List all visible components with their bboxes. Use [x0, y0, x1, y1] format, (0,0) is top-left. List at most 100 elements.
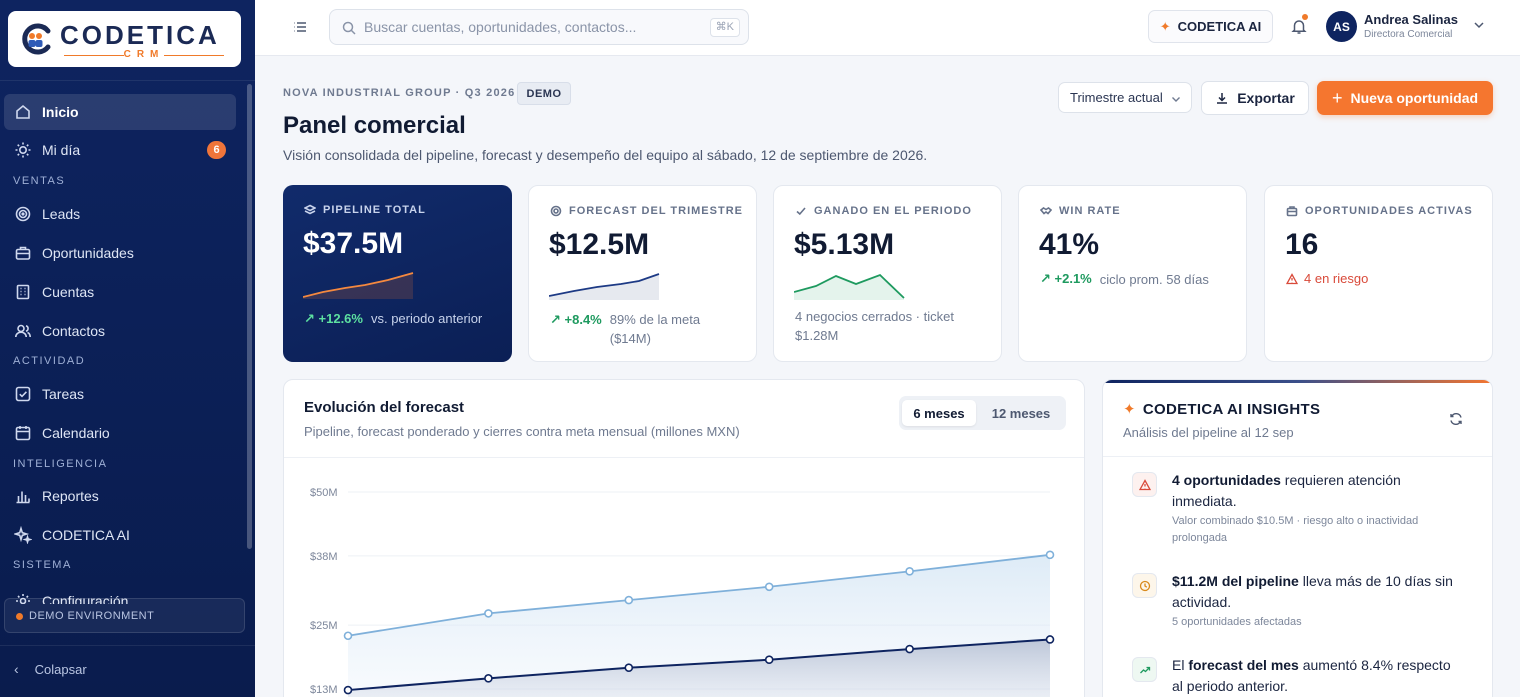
- kpi-delta: ↗ +12.6% vs. periodo anterior: [304, 309, 482, 328]
- sidebar-item-label: Tareas: [42, 386, 85, 402]
- layers-icon: [304, 204, 316, 215]
- export-label: Exportar: [1237, 90, 1295, 106]
- sidebar: CODETICA CRM Inicio Mi día 6 VENTAS Lead…: [0, 0, 255, 697]
- kpi-label-text: PIPELINE TOTAL: [323, 204, 426, 216]
- sidebar-item-label: Contactos: [42, 323, 106, 339]
- sidebar-scrollbar[interactable]: [247, 84, 252, 549]
- kpi-card-won[interactable]: GANADO EN EL PERIODO $5.13M 4 negocios c…: [773, 185, 1002, 362]
- insight-detail: Valor combinado $10.5M · riesgo alto o i…: [1172, 515, 1419, 544]
- sidebar-item-oportunidades[interactable]: Oportunidades: [4, 235, 236, 271]
- chevron-down-icon[interactable]: [1473, 19, 1485, 31]
- sidebar-item-label: Configuración: [42, 593, 129, 604]
- delta-value: +8.4%: [564, 312, 602, 327]
- section-label-sistema: SISTEMA: [13, 559, 72, 571]
- sidebar-item-label: Mi día: [42, 142, 81, 158]
- insight-rest: aumentó 8.4% respecto al periodo anterio…: [1172, 657, 1451, 694]
- kpi-label-text: OPORTUNIDADES ACTIVAS: [1305, 205, 1473, 217]
- clock-icon: [1132, 573, 1157, 598]
- kpi-delta: ↗ +8.4% 89% de la meta ($14M): [550, 310, 715, 348]
- data-point: [624, 595, 634, 605]
- refresh-icon[interactable]: [1449, 412, 1463, 426]
- period-select-value: Trimestre actual: [1070, 90, 1163, 105]
- sidebar-divider: [0, 80, 255, 81]
- user-name[interactable]: Andrea Salinas: [1364, 12, 1458, 27]
- range-6-months-button[interactable]: 6 meses: [902, 400, 976, 426]
- kpi-value: $5.13M: [794, 228, 895, 261]
- data-point: [343, 631, 353, 641]
- chevron-down-icon: [1172, 97, 1180, 102]
- risk-text: 4 en riesgo: [1304, 271, 1369, 286]
- sidebar-item-reportes[interactable]: Reportes: [4, 478, 236, 514]
- codetica-ai-button[interactable]: ✦ CODETICA AI: [1148, 10, 1273, 43]
- collapse-sidebar-button[interactable]: ‹ Colapsar: [14, 661, 87, 677]
- y-tick-label: $38M: [310, 551, 338, 563]
- breadcrumb: NOVA INDUSTRIAL GROUP · Q3 2026: [283, 87, 516, 99]
- data-point: [764, 582, 774, 592]
- series-line: [347, 638, 1051, 692]
- sidebar-item-inicio[interactable]: Inicio: [4, 94, 236, 130]
- trend-up: ↗ +12.6%: [304, 311, 363, 326]
- user-role: Directora Comercial: [1364, 29, 1453, 40]
- avatar[interactable]: AS: [1326, 11, 1357, 42]
- series-area: [348, 639, 1050, 697]
- trend-up: ↗ +2.1%: [1040, 271, 1092, 286]
- sidebar-item-label: Inicio: [42, 104, 79, 120]
- kpi-label: OPORTUNIDADES ACTIVAS: [1286, 205, 1473, 217]
- series-line: [347, 553, 1051, 637]
- briefcase-icon: [1286, 206, 1298, 217]
- sidebar-item-mi-dia[interactable]: Mi día 6: [4, 132, 236, 168]
- sidebar-item-calendario[interactable]: Calendario: [4, 415, 236, 451]
- sidebar-item-codetica-ai[interactable]: CODETICA AI: [4, 517, 236, 553]
- data-point: [1045, 550, 1055, 560]
- bell-icon[interactable]: [1290, 17, 1308, 35]
- sidebar-item-label: Oportunidades: [42, 245, 134, 261]
- top-header: Buscar cuentas, oportunidades, contactos…: [255, 0, 1520, 56]
- plus-icon: +: [1331, 87, 1343, 108]
- sidebar-item-label: Reportes: [42, 488, 99, 504]
- sidebar-item-configuracion[interactable]: Configuración: [14, 588, 128, 604]
- chart-title: Evolución del forecast: [304, 399, 465, 416]
- kpi-label-text: GANADO EN EL PERIODO: [814, 205, 972, 217]
- search-input[interactable]: Buscar cuentas, oportunidades, contactos…: [329, 9, 749, 45]
- kpi-label-text: WIN RATE: [1059, 205, 1121, 217]
- delta-value: +2.1%: [1054, 271, 1092, 286]
- sidebar-item-leads[interactable]: Leads: [4, 196, 236, 232]
- target-icon: [15, 206, 31, 222]
- kpi-card-active[interactable]: OPORTUNIDADES ACTIVAS 16 4 en riesgo: [1264, 185, 1493, 362]
- insights-subtitle: Análisis del pipeline al 12 sep: [1123, 425, 1294, 440]
- insight-prefix: El: [1172, 657, 1189, 673]
- kpi-value: $12.5M: [549, 228, 650, 261]
- sidebar-item-label: Leads: [42, 206, 81, 222]
- sidebar-item-contactos[interactable]: Contactos: [4, 313, 236, 349]
- sidebar-item-label: CODETICA AI: [42, 527, 130, 543]
- data-point: [484, 609, 493, 618]
- insight-rest: lleva más de 10 días sin actividad.: [1172, 573, 1453, 610]
- gear-icon: [16, 594, 30, 604]
- sidebar-item-tareas[interactable]: Tareas: [4, 376, 236, 412]
- section-label-actividad: ACTIVIDAD: [13, 355, 86, 367]
- kpi-value: 41%: [1039, 228, 1100, 261]
- target-icon: [550, 205, 562, 217]
- brand-sub: CRM: [60, 49, 228, 60]
- brand-logo[interactable]: CODETICA CRM: [8, 11, 241, 67]
- sidebar-divider: [0, 645, 255, 646]
- accent-bar: [1103, 380, 1492, 383]
- chevron-left-icon: ‹: [14, 661, 19, 677]
- collapse-label: Colapsar: [34, 661, 87, 677]
- sidebar-item-cuentas[interactable]: Cuentas: [4, 274, 236, 310]
- section-label-inteligencia: INTELIGENCIA: [13, 458, 108, 470]
- ai-button-label: CODETICA AI: [1177, 19, 1262, 34]
- delta-note: vs. periodo anterior: [370, 311, 483, 326]
- range-12-months-button[interactable]: 12 meses: [991, 405, 1051, 421]
- menu-icon[interactable]: [291, 18, 309, 36]
- new-opportunity-button[interactable]: + Nueva oportunidad: [1317, 81, 1493, 115]
- kpi-note: 4 negocios cerrados · ticket $1.28M: [795, 309, 954, 343]
- export-button[interactable]: Exportar: [1201, 81, 1309, 115]
- kpi-card-forecast[interactable]: FORECAST DEL TRIMESTRE $12.5M ↗ +8.4% 89…: [528, 185, 757, 362]
- data-point: [905, 567, 914, 576]
- kpi-card-pipeline[interactable]: PIPELINE TOTAL $37.5M ↗ +12.6% vs. perio…: [283, 185, 512, 362]
- calendar-icon: [15, 426, 31, 441]
- kpi-card-winrate[interactable]: WIN RATE 41% ↗ +2.1% ciclo prom. 58 días: [1018, 185, 1247, 362]
- period-select[interactable]: Trimestre actual: [1058, 82, 1192, 113]
- kpi-value: 16: [1285, 228, 1319, 261]
